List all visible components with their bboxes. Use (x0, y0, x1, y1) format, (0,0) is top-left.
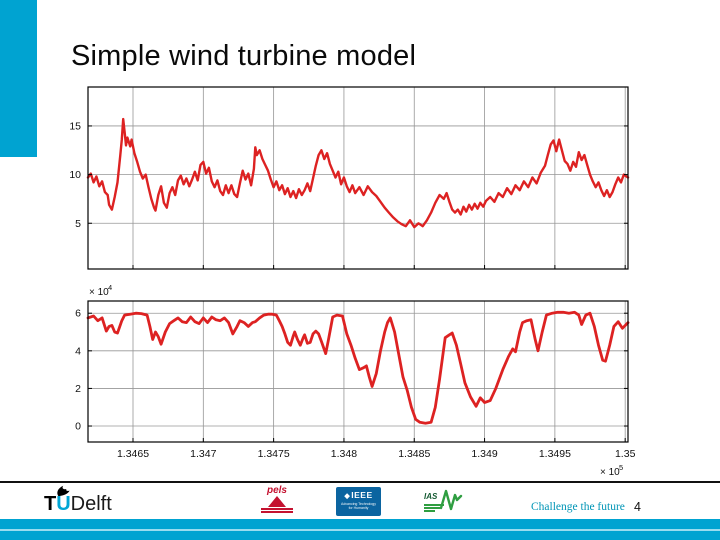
axis-label: 1.3485 (398, 448, 430, 460)
ieee-label: IEEE (351, 490, 373, 500)
ias-logo: IAS (424, 488, 470, 515)
axis-label: 1.3475 (258, 448, 290, 460)
axis-label: 5 (75, 218, 81, 230)
power-plot-line (86, 310, 630, 425)
axis-label: 2 (75, 383, 81, 395)
power-plot: 0 2 4 6 1.3465 1.347 1.3475 1.348 1.3485 1.349 1.3… (75, 283, 635, 478)
ieee-diamond-icon: ◆ (344, 493, 351, 500)
footer-band-stripe (0, 529, 720, 531)
tu-logo-t: T (44, 493, 57, 515)
axis-label: 0 (75, 421, 81, 433)
axis-label: 1.348 (331, 448, 357, 460)
pels-microtext-bar (261, 508, 293, 510)
pels-logo: pels (261, 486, 293, 516)
pels-triangle-icon (268, 496, 286, 507)
tu-delft-logo: TUDelft (44, 484, 134, 516)
axis-label: 6 (75, 308, 81, 320)
ieee-wordmark: ◆IEEE (336, 491, 381, 501)
ias-wordmark: IAS (424, 492, 438, 501)
ieee-logo: ◆IEEE Advancing Technology for Humanity (336, 487, 381, 516)
wind-speed-plot-line (86, 117, 630, 229)
slide-title: Simple wind turbine model (71, 40, 417, 72)
left-accent-bar (0, 0, 37, 157)
footer-divider (0, 481, 720, 483)
axis-label: 1.3465 (117, 448, 149, 460)
wind-speed-plot: 5 10 15 (69, 86, 630, 270)
axis-label: 4 (75, 345, 81, 357)
footer-band (0, 519, 720, 540)
axis-label: 1.35 (615, 448, 636, 460)
axis-label: 4 (108, 283, 112, 292)
tu-delft-wordmark: TUDelft (44, 494, 112, 514)
waveform-icon (440, 489, 463, 511)
ieee-tagline: Advancing Technology for Humanity (341, 502, 376, 510)
page-number: 4 (634, 500, 641, 514)
tu-logo-delft: Delft (70, 493, 112, 515)
flame-icon (57, 485, 70, 497)
pels-microtext-bar (261, 511, 293, 513)
axis-label: 1.349 (471, 448, 497, 460)
ias-microtext-bar (424, 504, 444, 506)
axis-label: × 10 (600, 467, 620, 478)
ias-microtext-bar (424, 510, 435, 512)
axis-label: × 10 (89, 287, 109, 298)
axis-label: 15 (69, 120, 81, 132)
axis-label: 10 (69, 169, 81, 181)
slide-tagline: Challenge the future (531, 501, 625, 513)
axis-label: 5 (619, 463, 623, 472)
tu-logo-u: U (56, 493, 71, 515)
axis-label: 1.3495 (539, 448, 571, 460)
axis-label: 1.347 (190, 448, 216, 460)
pels-wordmark: pels (266, 485, 287, 496)
ias-microtext-bar (424, 507, 440, 509)
